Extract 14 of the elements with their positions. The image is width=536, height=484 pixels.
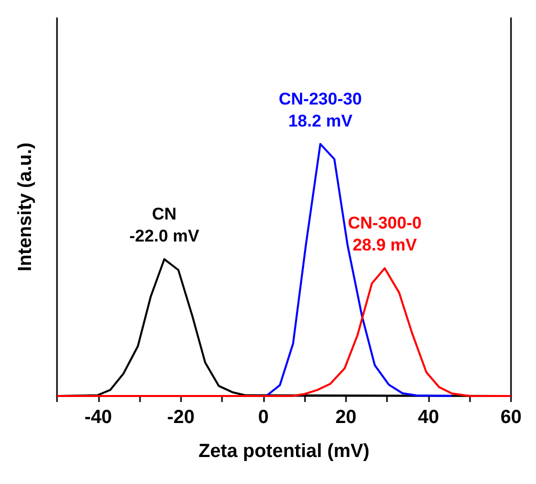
x-tick-label: -20 xyxy=(167,407,195,428)
text: CN xyxy=(152,204,177,224)
text: 18.2 mV xyxy=(288,112,354,130)
x-tick-label: -40 xyxy=(84,407,112,428)
x-tick-label: 0 xyxy=(258,407,269,428)
annotation: -22.0 mV xyxy=(129,226,200,246)
text: CN-230-30 xyxy=(278,90,362,108)
y-axis-title: Intensity (a.u.) xyxy=(15,142,36,272)
x-tick-label: 40 xyxy=(418,407,440,428)
annotation: 28.9 mV xyxy=(352,236,418,255)
x-axis-title: Zeta potential (mV) xyxy=(198,441,370,462)
x-tick-label: 60 xyxy=(500,407,522,428)
text: CN-300-0 xyxy=(348,214,422,233)
x-tick-label: 20 xyxy=(335,407,356,428)
